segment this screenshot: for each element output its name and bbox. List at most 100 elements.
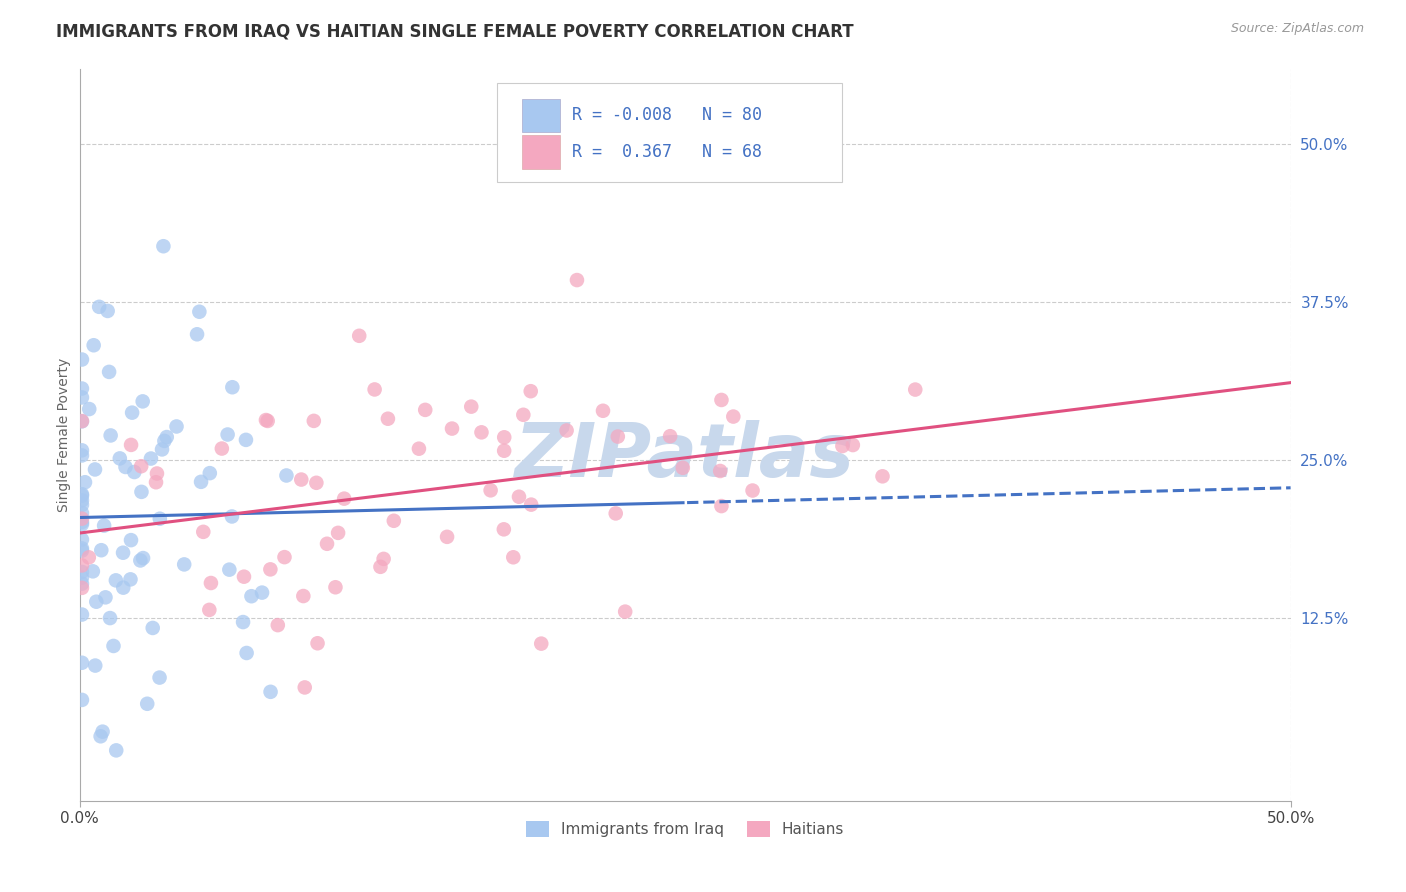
Point — [492, 522, 515, 536]
Point — [530, 637, 553, 651]
Point — [112, 581, 135, 595]
Point — [831, 439, 853, 453]
Point — [198, 603, 221, 617]
Text: IMMIGRANTS FROM IRAQ VS HAITIAN SINGLE FEMALE POVERTY CORRELATION CHART: IMMIGRANTS FROM IRAQ VS HAITIAN SINGLE F… — [56, 22, 853, 40]
Y-axis label: Single Female Poverty: Single Female Poverty — [58, 358, 72, 512]
Point — [373, 552, 395, 566]
Point — [93, 518, 115, 533]
Point — [173, 558, 195, 572]
Point — [70, 511, 93, 525]
Point — [77, 550, 100, 565]
Point — [70, 693, 93, 707]
Point — [440, 421, 463, 435]
Point — [86, 595, 108, 609]
Point — [91, 724, 114, 739]
Point — [120, 438, 142, 452]
Point — [436, 530, 458, 544]
Point — [120, 573, 142, 587]
Point — [302, 414, 325, 428]
Point — [198, 466, 221, 480]
Point — [565, 273, 588, 287]
Point — [217, 427, 239, 442]
Point — [100, 428, 122, 442]
Point — [233, 570, 256, 584]
Point — [710, 499, 733, 513]
Point — [156, 430, 179, 444]
Legend: Immigrants from Iraq, Haitians: Immigrants from Iraq, Haitians — [519, 814, 852, 845]
Point — [267, 618, 290, 632]
Point — [413, 402, 436, 417]
Point — [614, 605, 637, 619]
Point — [89, 300, 111, 314]
Point — [325, 580, 347, 594]
Point — [70, 449, 93, 463]
Point — [142, 621, 165, 635]
Point — [519, 384, 541, 399]
Point — [83, 338, 105, 352]
Point — [221, 509, 243, 524]
Point — [77, 402, 100, 417]
Point — [70, 489, 93, 503]
Point — [94, 591, 117, 605]
Point — [114, 460, 136, 475]
Point — [129, 553, 152, 567]
Point — [70, 517, 93, 532]
Point — [292, 589, 315, 603]
Text: R = -0.008   N = 80: R = -0.008 N = 80 — [572, 106, 762, 124]
Point — [377, 411, 399, 425]
Point — [235, 646, 257, 660]
Point — [494, 443, 516, 458]
FancyBboxPatch shape — [522, 136, 561, 169]
Point — [152, 239, 174, 253]
Point — [145, 475, 167, 490]
Point — [605, 507, 627, 521]
Point — [70, 493, 93, 508]
Point — [254, 413, 277, 427]
Point — [741, 483, 763, 498]
Point — [131, 394, 153, 409]
Point — [659, 429, 682, 443]
Point — [508, 490, 530, 504]
Point — [70, 498, 93, 512]
Point — [221, 380, 243, 394]
Point — [305, 475, 328, 490]
Point — [723, 409, 745, 424]
Point — [276, 468, 298, 483]
Text: R =  0.367   N = 68: R = 0.367 N = 68 — [572, 143, 762, 161]
FancyBboxPatch shape — [522, 98, 561, 132]
Point — [502, 550, 524, 565]
Point — [70, 541, 93, 556]
Point — [259, 562, 281, 576]
Point — [84, 658, 107, 673]
Point — [294, 681, 316, 695]
Point — [470, 425, 492, 440]
Point — [70, 558, 93, 573]
Point — [235, 433, 257, 447]
Point — [148, 671, 170, 685]
Point — [382, 514, 405, 528]
Point — [290, 473, 312, 487]
Point — [70, 533, 93, 547]
Point — [132, 551, 155, 566]
Point — [672, 460, 695, 475]
Point — [250, 585, 273, 599]
Point — [70, 571, 93, 585]
Point — [211, 442, 233, 456]
Point — [370, 559, 392, 574]
Point — [104, 574, 127, 588]
Point — [146, 467, 169, 481]
Text: Source: ZipAtlas.com: Source: ZipAtlas.com — [1230, 22, 1364, 36]
Point — [70, 656, 93, 670]
Point — [108, 451, 131, 466]
Point — [904, 383, 927, 397]
Point — [90, 729, 112, 743]
Point — [256, 414, 278, 428]
Point — [479, 483, 502, 498]
Point — [218, 563, 240, 577]
Point — [150, 442, 173, 457]
Point — [70, 414, 93, 428]
Point — [190, 475, 212, 489]
Point — [347, 328, 370, 343]
Point — [73, 475, 96, 490]
Point — [193, 524, 215, 539]
